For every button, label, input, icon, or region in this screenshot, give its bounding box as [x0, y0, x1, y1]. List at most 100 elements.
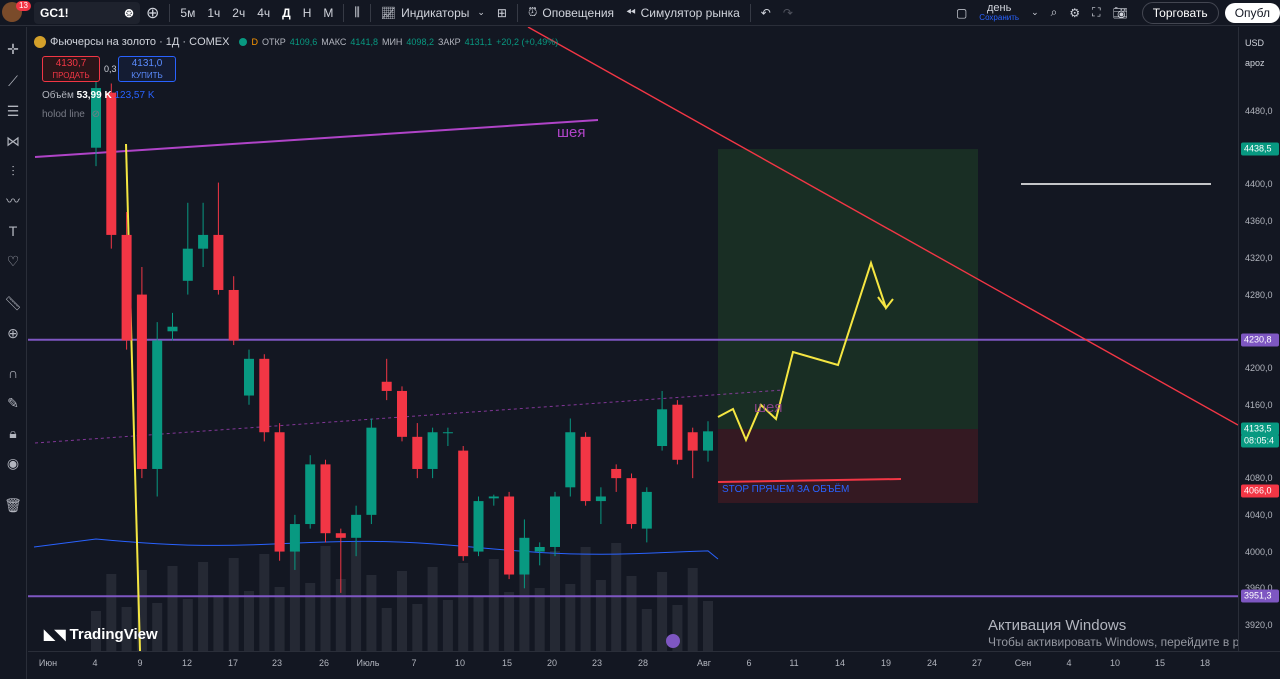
volume-bar	[473, 596, 484, 651]
layout-save-button[interactable]: день Сохранить	[973, 0, 1025, 26]
replay-button[interactable]: ⏪︎ Симулятор рынка	[620, 0, 746, 26]
timeframe-1[interactable]: 1ч	[207, 5, 221, 20]
timeframe-3[interactable]: 4ч	[257, 5, 271, 20]
spread-value: 0,3	[104, 64, 117, 74]
gear-icon[interactable]: ⚙	[1069, 5, 1081, 20]
fib-lines-icon[interactable]: ☰	[6, 102, 20, 119]
candle-body	[213, 234, 224, 290]
volume-bar	[259, 554, 270, 651]
time-tick: 23	[271, 658, 283, 668]
volume-bar	[412, 604, 423, 651]
divider	[749, 3, 751, 22]
tv-logo-icon: ◣◥	[44, 626, 66, 642]
indicators-button[interactable]: 📈︎ Индикаторы ⌄	[375, 0, 491, 26]
candle-body	[106, 92, 117, 235]
indicators-icon: 📈︎	[380, 5, 397, 20]
time-tick: Июль	[356, 658, 380, 668]
candle-body	[611, 468, 622, 479]
pattern-icon[interactable]: ⋈	[6, 132, 20, 149]
brush-icon[interactable]: 〰	[6, 193, 20, 209]
volume-bar	[213, 595, 224, 651]
crosshair-icon[interactable]: ✛	[7, 40, 19, 57]
volume-bar	[106, 574, 117, 651]
chart-pane[interactable]: шея шея STOP ПРЯЧЕМ ЗА ОБЪЁМ	[28, 27, 1238, 651]
camera-icon[interactable]: 📷︎	[1112, 5, 1128, 20]
candle-body	[458, 450, 469, 557]
zoom-in-icon[interactable]: ⊕	[7, 324, 19, 341]
trend-line-icon[interactable]: ⟋	[8, 72, 18, 89]
candle-body	[626, 478, 637, 525]
eye-hidden-icon[interactable]: ⊘	[91, 109, 100, 120]
sell-button[interactable]: 4130,7 ПРОДАТЬ	[42, 56, 100, 82]
buy-button[interactable]: 4131,0 КУПИТЬ	[118, 56, 176, 82]
candle-body	[519, 537, 530, 575]
ruler-icon[interactable]: 📏︎	[4, 294, 22, 311]
time-tick: 11	[789, 658, 799, 668]
unit-label[interactable]: apoz	[1245, 58, 1265, 68]
trade-button[interactable]: Торговать	[1141, 1, 1219, 24]
templates-icon[interactable]: ⊞	[496, 5, 507, 20]
price-badge: 4133,5	[1241, 422, 1279, 436]
user-avatar[interactable]: 13	[2, 1, 31, 22]
symbol-info-icon[interactable]: ⊛	[123, 5, 134, 20]
candle-body	[91, 88, 101, 148]
timeframe-5[interactable]: Н	[302, 5, 312, 20]
alerts-button[interactable]: ⏰︎ Оповещения	[522, 0, 620, 26]
price-axis[interactable]: USD apoz 4480,0 4400,0 4360,0 4320,0 4280,0 4…	[1238, 27, 1280, 651]
chevron-down-icon[interactable]: ⌄	[1031, 7, 1039, 17]
candle-body	[580, 436, 591, 502]
volume-bar	[687, 568, 698, 651]
chart-type-icon[interactable]: ⫼	[354, 5, 360, 19]
forecast-icon[interactable]: ⫶	[11, 162, 15, 179]
series-legend[interactable]: Фьючерсы на золото · 1Д · COMEX D ОТКР 41…	[34, 36, 558, 48]
candle-body	[198, 234, 209, 249]
candle-body	[366, 427, 377, 515]
lock-icon[interactable]: 🔒︎	[9, 424, 17, 441]
top-toolbar: 13 GC1! ⊛ ⊕ 5м 1ч 2ч 4ч Д Н М ⫼ 📈︎ Индикаторы …	[0, 0, 1280, 26]
timeframe-2[interactable]: 2ч	[232, 5, 246, 20]
volume-bar	[580, 547, 591, 651]
quick-search-icon[interactable]: ⌕	[1050, 5, 1058, 19]
volume-legend[interactable]: Объём 53,99 K 123,57 K	[42, 90, 155, 101]
layout-square-icon[interactable]: ▢	[955, 5, 968, 20]
timeframe-0[interactable]: 5м	[180, 5, 196, 20]
timeframe-4[interactable]: Д	[282, 5, 291, 20]
currency-label[interactable]: USD	[1245, 38, 1265, 48]
eye-icon[interactable]: ◉	[6, 454, 20, 471]
close-value: 4131,1	[464, 37, 493, 47]
volume-bar	[427, 567, 438, 651]
time-tick: 20	[546, 658, 558, 668]
neck-label-top: шея	[557, 124, 586, 141]
time-tick: 27	[971, 658, 983, 668]
time-tick: 18	[1199, 658, 1211, 668]
volume-bar	[595, 580, 606, 651]
indicator-legend[interactable]: holod line ⊘	[42, 109, 100, 120]
fullscreen-icon[interactable]: ⛶	[1092, 5, 1101, 19]
volume-bar	[244, 591, 254, 651]
notification-count: 13	[16, 1, 31, 11]
candle-body	[335, 533, 346, 538]
timeframe-group: 5м 1ч 2ч 4ч Д Н М	[174, 0, 339, 26]
text-icon[interactable]: T	[8, 223, 18, 239]
candle-body	[351, 514, 362, 538]
time-axis[interactable]: Июн 4 9 12 17 23 26 Июль 7 10 15 20 23 28 Авг 6 11 14 19 24…	[28, 651, 1280, 679]
publish-button[interactable]: Опубл	[1224, 2, 1280, 23]
heart-icon[interactable]: ♡	[6, 252, 20, 269]
time-tick: 14	[834, 658, 846, 668]
timeframe-6[interactable]: М	[323, 5, 334, 20]
magnet-icon[interactable]: ∩	[7, 365, 19, 381]
sell-label: ПРОДАТЬ	[52, 71, 90, 80]
redo-icon[interactable]: ↷	[782, 5, 793, 20]
symbol-search[interactable]: GC1! ⊛	[34, 1, 140, 24]
volume-bar	[274, 587, 285, 651]
compare-plus-icon[interactable]: ⊕	[146, 4, 160, 22]
candle-body	[504, 496, 515, 575]
volume-bar	[519, 555, 530, 651]
trash-icon[interactable]: 🗑︎	[4, 496, 22, 513]
undo-icon[interactable]: ↶	[760, 5, 771, 20]
stop-line	[717, 478, 902, 483]
lock-drawing-icon[interactable]: ✎	[7, 394, 19, 411]
price-tick: 4480,0	[1245, 106, 1273, 116]
time-tick: 4	[1066, 658, 1072, 668]
divider	[169, 3, 171, 22]
